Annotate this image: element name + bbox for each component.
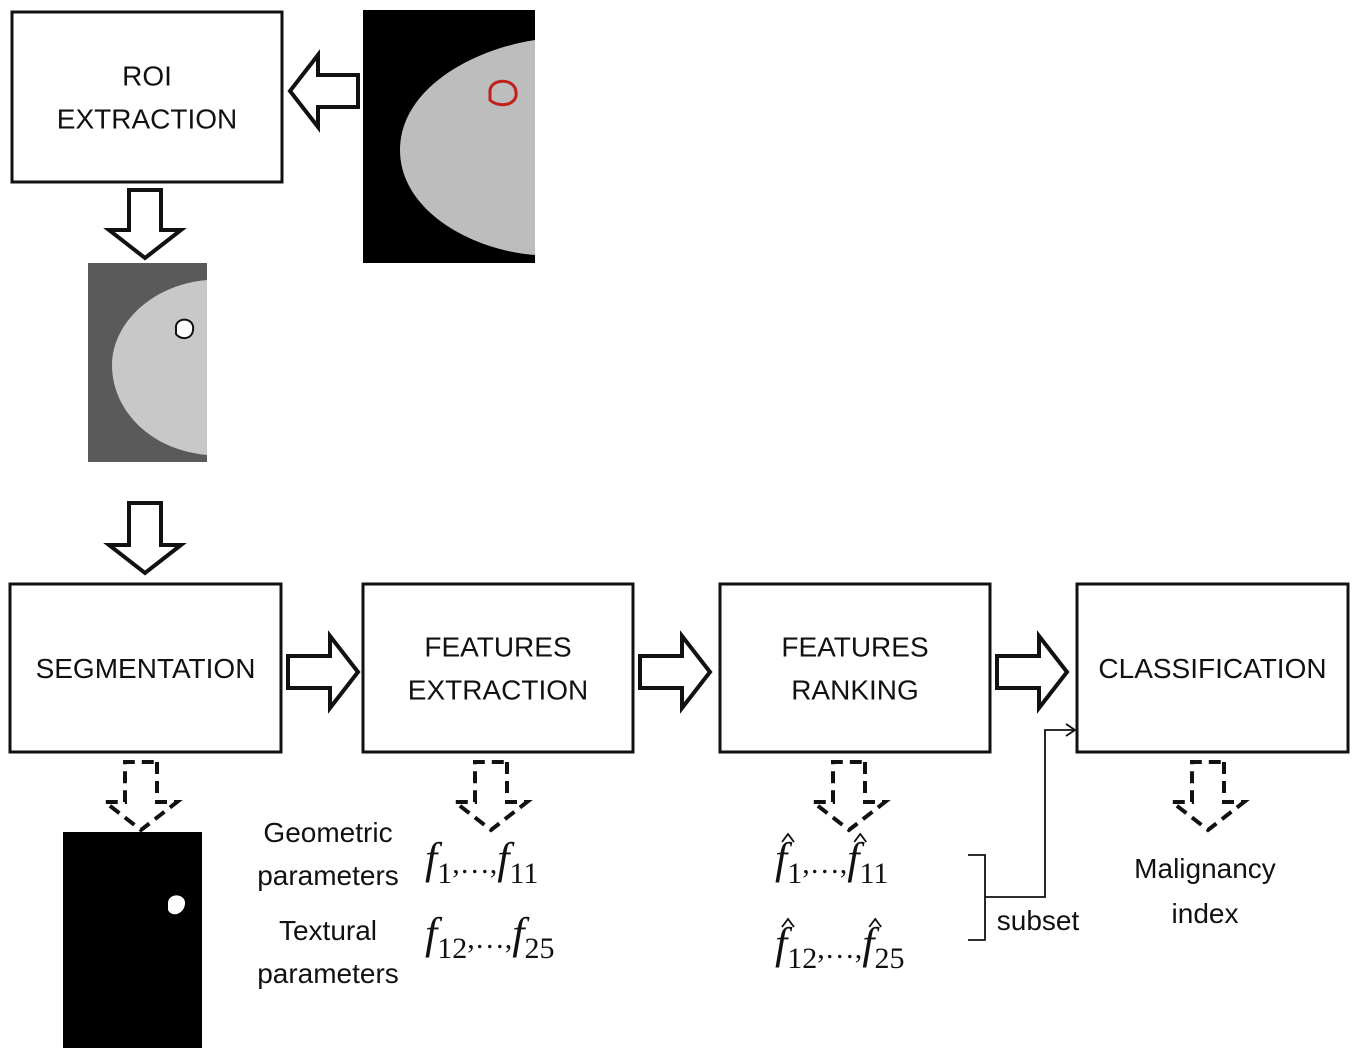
subscript: 25 [524, 932, 554, 965]
subscript: 1 [437, 857, 452, 890]
feature-formula: f12,…,f25 [775, 919, 904, 975]
subscript: 1 [787, 857, 802, 890]
arrow [109, 503, 181, 573]
separator: ,…, [817, 932, 862, 965]
feature-formula: f12,…,f25 [425, 909, 554, 965]
feature-group-label: parameters [257, 860, 399, 891]
dashed-arrow [813, 762, 885, 830]
subscript: 12 [787, 942, 817, 975]
separator: ,…, [467, 922, 512, 955]
subscript: 25 [874, 942, 904, 975]
box-label: EXTRACTION [57, 104, 237, 135]
separator: ,…, [452, 847, 497, 880]
arrow [109, 190, 181, 258]
output-label: Malignancy [1134, 853, 1276, 884]
subset-label: subset [997, 905, 1080, 936]
mammogram-roi [88, 263, 207, 462]
dashed-arrow [105, 762, 177, 830]
box-label: SEGMENTATION [36, 653, 256, 684]
dashed-arrow [1172, 762, 1244, 830]
arrow [290, 55, 358, 127]
subscript: 11 [859, 857, 888, 890]
feature-formula: f1,…,f11 [425, 834, 538, 890]
box-label: FEATURES [781, 632, 928, 663]
separator: ,…, [802, 847, 847, 880]
subscript: 12 [437, 932, 467, 965]
arrow [288, 636, 358, 708]
box-label: EXTRACTION [408, 675, 588, 706]
mammogram-original [363, 10, 535, 263]
dashed-arrow [455, 762, 527, 830]
arrow [640, 636, 710, 708]
arrow [997, 636, 1067, 708]
output-label: index [1172, 898, 1239, 929]
box-label: RANKING [791, 675, 919, 706]
segmentation-mask [63, 832, 202, 1048]
feature-group-label: Geometric [263, 817, 392, 848]
process-box [720, 584, 990, 752]
feature-formula: f1,…,f11 [775, 834, 888, 890]
feature-group-label: parameters [257, 958, 399, 989]
feature-group-label: Textural [279, 915, 377, 946]
diagram: ROI EXTRACTION SEGMENTATION FEATURES EXTRACT… [0, 0, 1354, 1050]
process-box [363, 584, 633, 752]
subscript: 11 [509, 857, 538, 890]
box-label: ROI [122, 61, 172, 92]
process-box [12, 12, 282, 182]
box-label: CLASSIFICATION [1098, 653, 1326, 684]
box-label: FEATURES [424, 632, 571, 663]
